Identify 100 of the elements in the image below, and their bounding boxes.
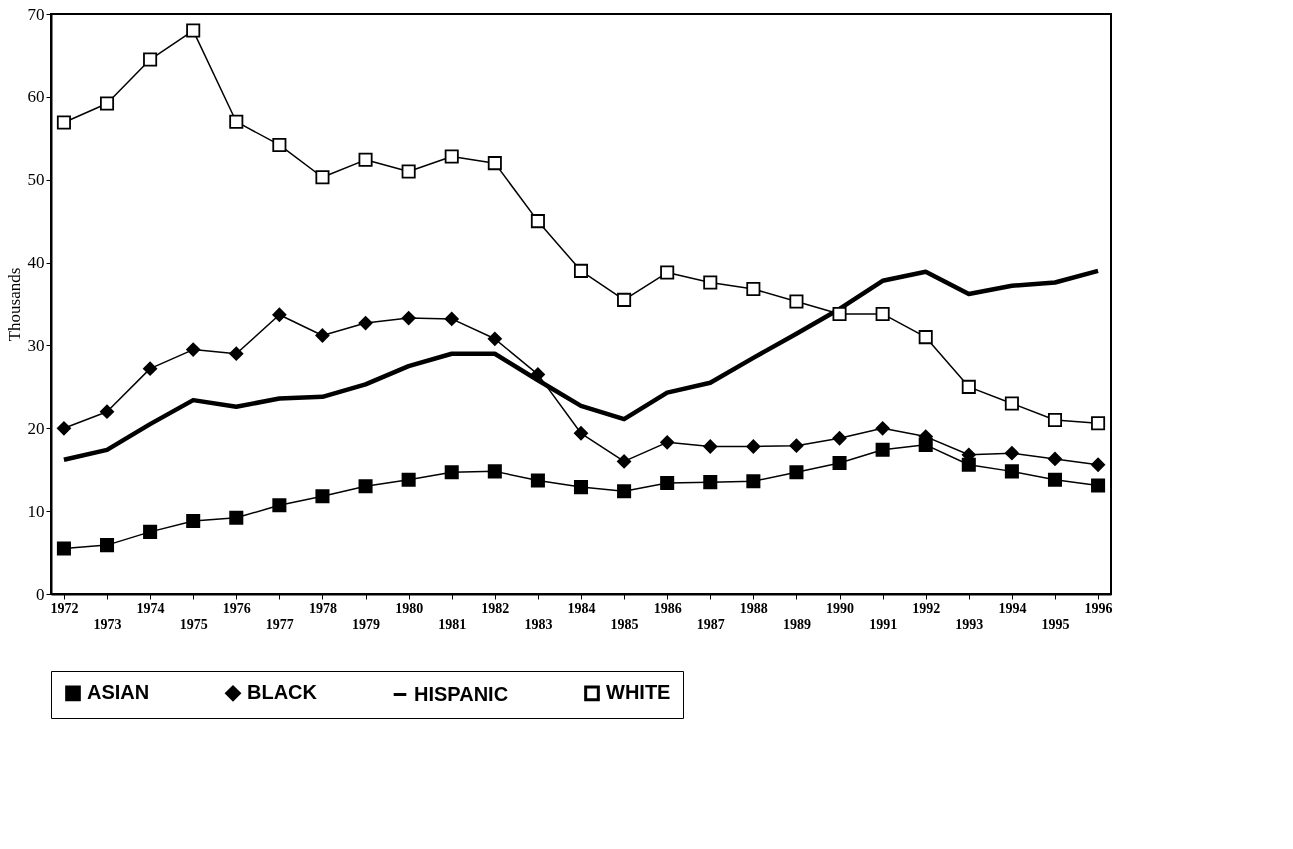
point xyxy=(660,265,675,280)
x-tick-label: 1978 xyxy=(308,600,337,616)
point xyxy=(789,465,804,480)
x-tick-label: 1973 xyxy=(93,616,122,632)
x-tick-label: 1993 xyxy=(955,616,984,632)
x-tick-label: 1994 xyxy=(998,600,1027,616)
point xyxy=(875,421,890,436)
point xyxy=(875,442,890,457)
point xyxy=(617,292,632,307)
legend-label: BLACK xyxy=(247,681,318,704)
x-tick-label: 1996 xyxy=(1084,600,1113,616)
point xyxy=(487,464,502,479)
point xyxy=(573,426,589,441)
x-tick-label: 1979 xyxy=(352,616,381,632)
point xyxy=(315,489,330,504)
point xyxy=(186,514,201,529)
point xyxy=(99,404,115,419)
y-tick-label: 40 xyxy=(27,253,45,273)
x-tick-label: 1984 xyxy=(567,600,596,616)
point xyxy=(530,473,545,488)
point xyxy=(186,23,201,38)
point xyxy=(229,346,244,361)
y-tick-label: 0 xyxy=(36,584,45,604)
point xyxy=(272,307,287,322)
x-tick-label: 1974 xyxy=(136,600,165,616)
point xyxy=(573,263,589,278)
point xyxy=(703,439,718,454)
point xyxy=(1091,457,1106,472)
point xyxy=(961,457,976,472)
x-tick-label: 1995 xyxy=(1041,616,1070,632)
point xyxy=(961,379,976,394)
point xyxy=(56,115,71,130)
y-tick-label: 20 xyxy=(27,418,45,438)
point xyxy=(832,306,847,321)
point xyxy=(660,435,675,450)
point xyxy=(99,96,115,111)
point xyxy=(1004,396,1019,411)
point xyxy=(487,331,502,346)
point xyxy=(1004,446,1019,461)
point xyxy=(272,137,287,152)
point xyxy=(401,311,416,326)
point xyxy=(746,282,761,297)
legend-label: WHITE xyxy=(606,681,671,704)
point xyxy=(1047,451,1063,466)
point xyxy=(143,361,158,376)
x-tick-label: 1992 xyxy=(912,600,941,616)
x-tick-label: 1989 xyxy=(782,616,811,632)
point xyxy=(1091,478,1106,493)
point xyxy=(444,149,459,164)
legend-label: HISPANIC xyxy=(414,682,509,705)
point xyxy=(56,421,71,436)
point xyxy=(358,479,373,494)
x-tick-label: 1991 xyxy=(869,616,898,632)
point xyxy=(875,306,890,321)
y-tick-label: 60 xyxy=(27,87,45,107)
point xyxy=(617,454,632,469)
x-tick-label: 1975 xyxy=(179,616,208,632)
point xyxy=(573,480,589,495)
x-tick-label: 1981 xyxy=(438,616,467,632)
point xyxy=(746,474,761,489)
point xyxy=(315,328,330,343)
point xyxy=(1047,412,1063,428)
x-tick-label: 1988 xyxy=(739,600,768,616)
y-axis-title: Thousands xyxy=(4,267,24,342)
point xyxy=(229,510,244,525)
point xyxy=(229,114,244,129)
x-tick-label: 1982 xyxy=(481,600,510,616)
point xyxy=(1091,416,1106,431)
y-tick-label: 30 xyxy=(27,335,45,355)
point xyxy=(272,498,287,513)
point xyxy=(530,367,545,382)
point xyxy=(1047,472,1063,487)
point xyxy=(401,472,416,487)
point xyxy=(186,342,201,357)
x-tick-label: 1986 xyxy=(653,600,682,616)
point xyxy=(56,541,71,556)
point xyxy=(918,330,933,345)
point xyxy=(487,156,502,171)
point xyxy=(444,465,459,480)
x-tick-label: 1983 xyxy=(524,616,553,632)
point xyxy=(315,170,330,185)
point xyxy=(746,439,761,454)
point xyxy=(143,524,158,539)
point xyxy=(832,431,847,446)
x-tick-label: 1977 xyxy=(265,616,294,632)
point xyxy=(99,538,115,553)
x-tick-label: 1990 xyxy=(826,600,855,616)
point xyxy=(703,475,718,490)
y-tick-label: 10 xyxy=(27,501,45,521)
legend-label: ASIAN xyxy=(87,681,150,704)
point xyxy=(444,311,459,326)
point xyxy=(530,214,545,229)
point xyxy=(832,456,847,471)
point xyxy=(143,52,158,67)
point xyxy=(617,484,632,499)
x-tick-label: 1976 xyxy=(222,600,251,616)
point xyxy=(703,275,718,290)
point xyxy=(660,475,675,490)
x-tick-label: 1980 xyxy=(395,600,424,616)
point xyxy=(358,152,373,167)
